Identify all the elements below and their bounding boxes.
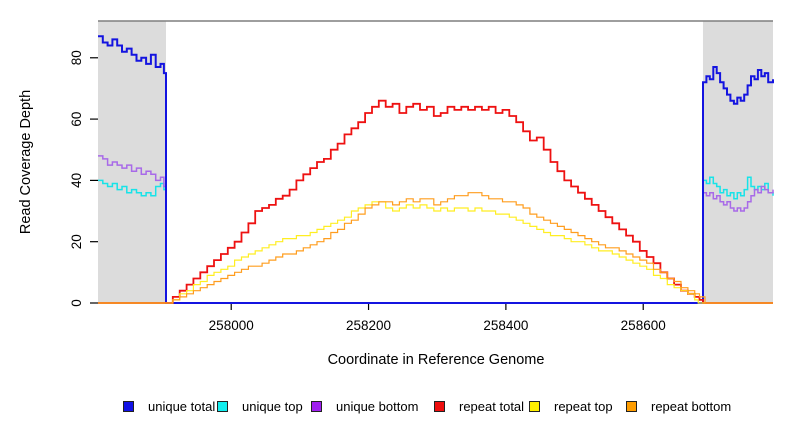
repeat-top-swatch-icon	[529, 400, 540, 412]
legend-label: unique bottom	[336, 398, 419, 414]
legend-label: repeat bottom	[651, 398, 732, 414]
legend-item-repeat-bottom: repeat bottom	[626, 398, 731, 414]
tick-labels-layer: 258000 258200 258400 258600 0 20 40 60 80	[69, 50, 666, 333]
legend-item-repeat-total: repeat total	[434, 398, 524, 414]
series-line-repeat-bottom	[98, 192, 773, 304]
shaded-flank-regions	[98, 20, 773, 303]
x-tick-label: 258600	[621, 318, 666, 333]
x-tick-label: 258400	[483, 318, 528, 333]
shaded-flank-rect	[702, 21, 773, 303]
coverage-plot-canvas: 258000 258200 258400 258600 0 20 40 60 80 Read C…	[18, 20, 774, 368]
legend-item-unique-total: unique total	[123, 398, 215, 414]
legend-label: repeat top	[554, 398, 613, 414]
shaded-flank-rect	[98, 21, 166, 303]
series-line-unique-top	[98, 176, 774, 304]
series-line-repeat-total	[98, 99, 773, 304]
legend-item-unique-bottom: unique bottom	[311, 398, 418, 414]
unique-bottom-swatch-icon	[311, 400, 322, 412]
repeat-bottom-swatch-icon	[626, 400, 637, 412]
series-line-repeat-top	[98, 201, 773, 304]
series-line-unique-total	[98, 35, 774, 304]
series-line-unique-bottom	[98, 155, 774, 304]
y-tick-label: 0	[69, 299, 84, 307]
repeat-total-swatch-icon	[434, 400, 445, 412]
y-tick-label: 60	[69, 112, 84, 127]
legend-label: unique top	[242, 398, 303, 414]
legend-label: repeat total	[459, 398, 525, 414]
x-axis-title: Coordinate in Reference Genome	[328, 352, 545, 368]
y-tick-label: 20	[69, 234, 84, 249]
y-axis-title: Read Coverage Depth	[18, 90, 34, 234]
unique-total-swatch-icon	[123, 400, 134, 412]
legend: unique total unique top unique bottom re…	[0, 398, 792, 418]
y-tick-label: 80	[69, 50, 84, 65]
x-tick-label: 258200	[346, 318, 391, 333]
x-tick-label: 258000	[209, 318, 254, 333]
y-tick-label: 40	[69, 173, 84, 188]
axes-layer	[90, 57, 773, 310]
legend-item-unique-top: unique top	[217, 398, 303, 414]
unique-top-swatch-icon	[217, 400, 228, 412]
series-lines-layer	[98, 35, 774, 304]
legend-label: unique total	[148, 398, 216, 414]
legend-item-repeat-top: repeat top	[529, 398, 613, 414]
